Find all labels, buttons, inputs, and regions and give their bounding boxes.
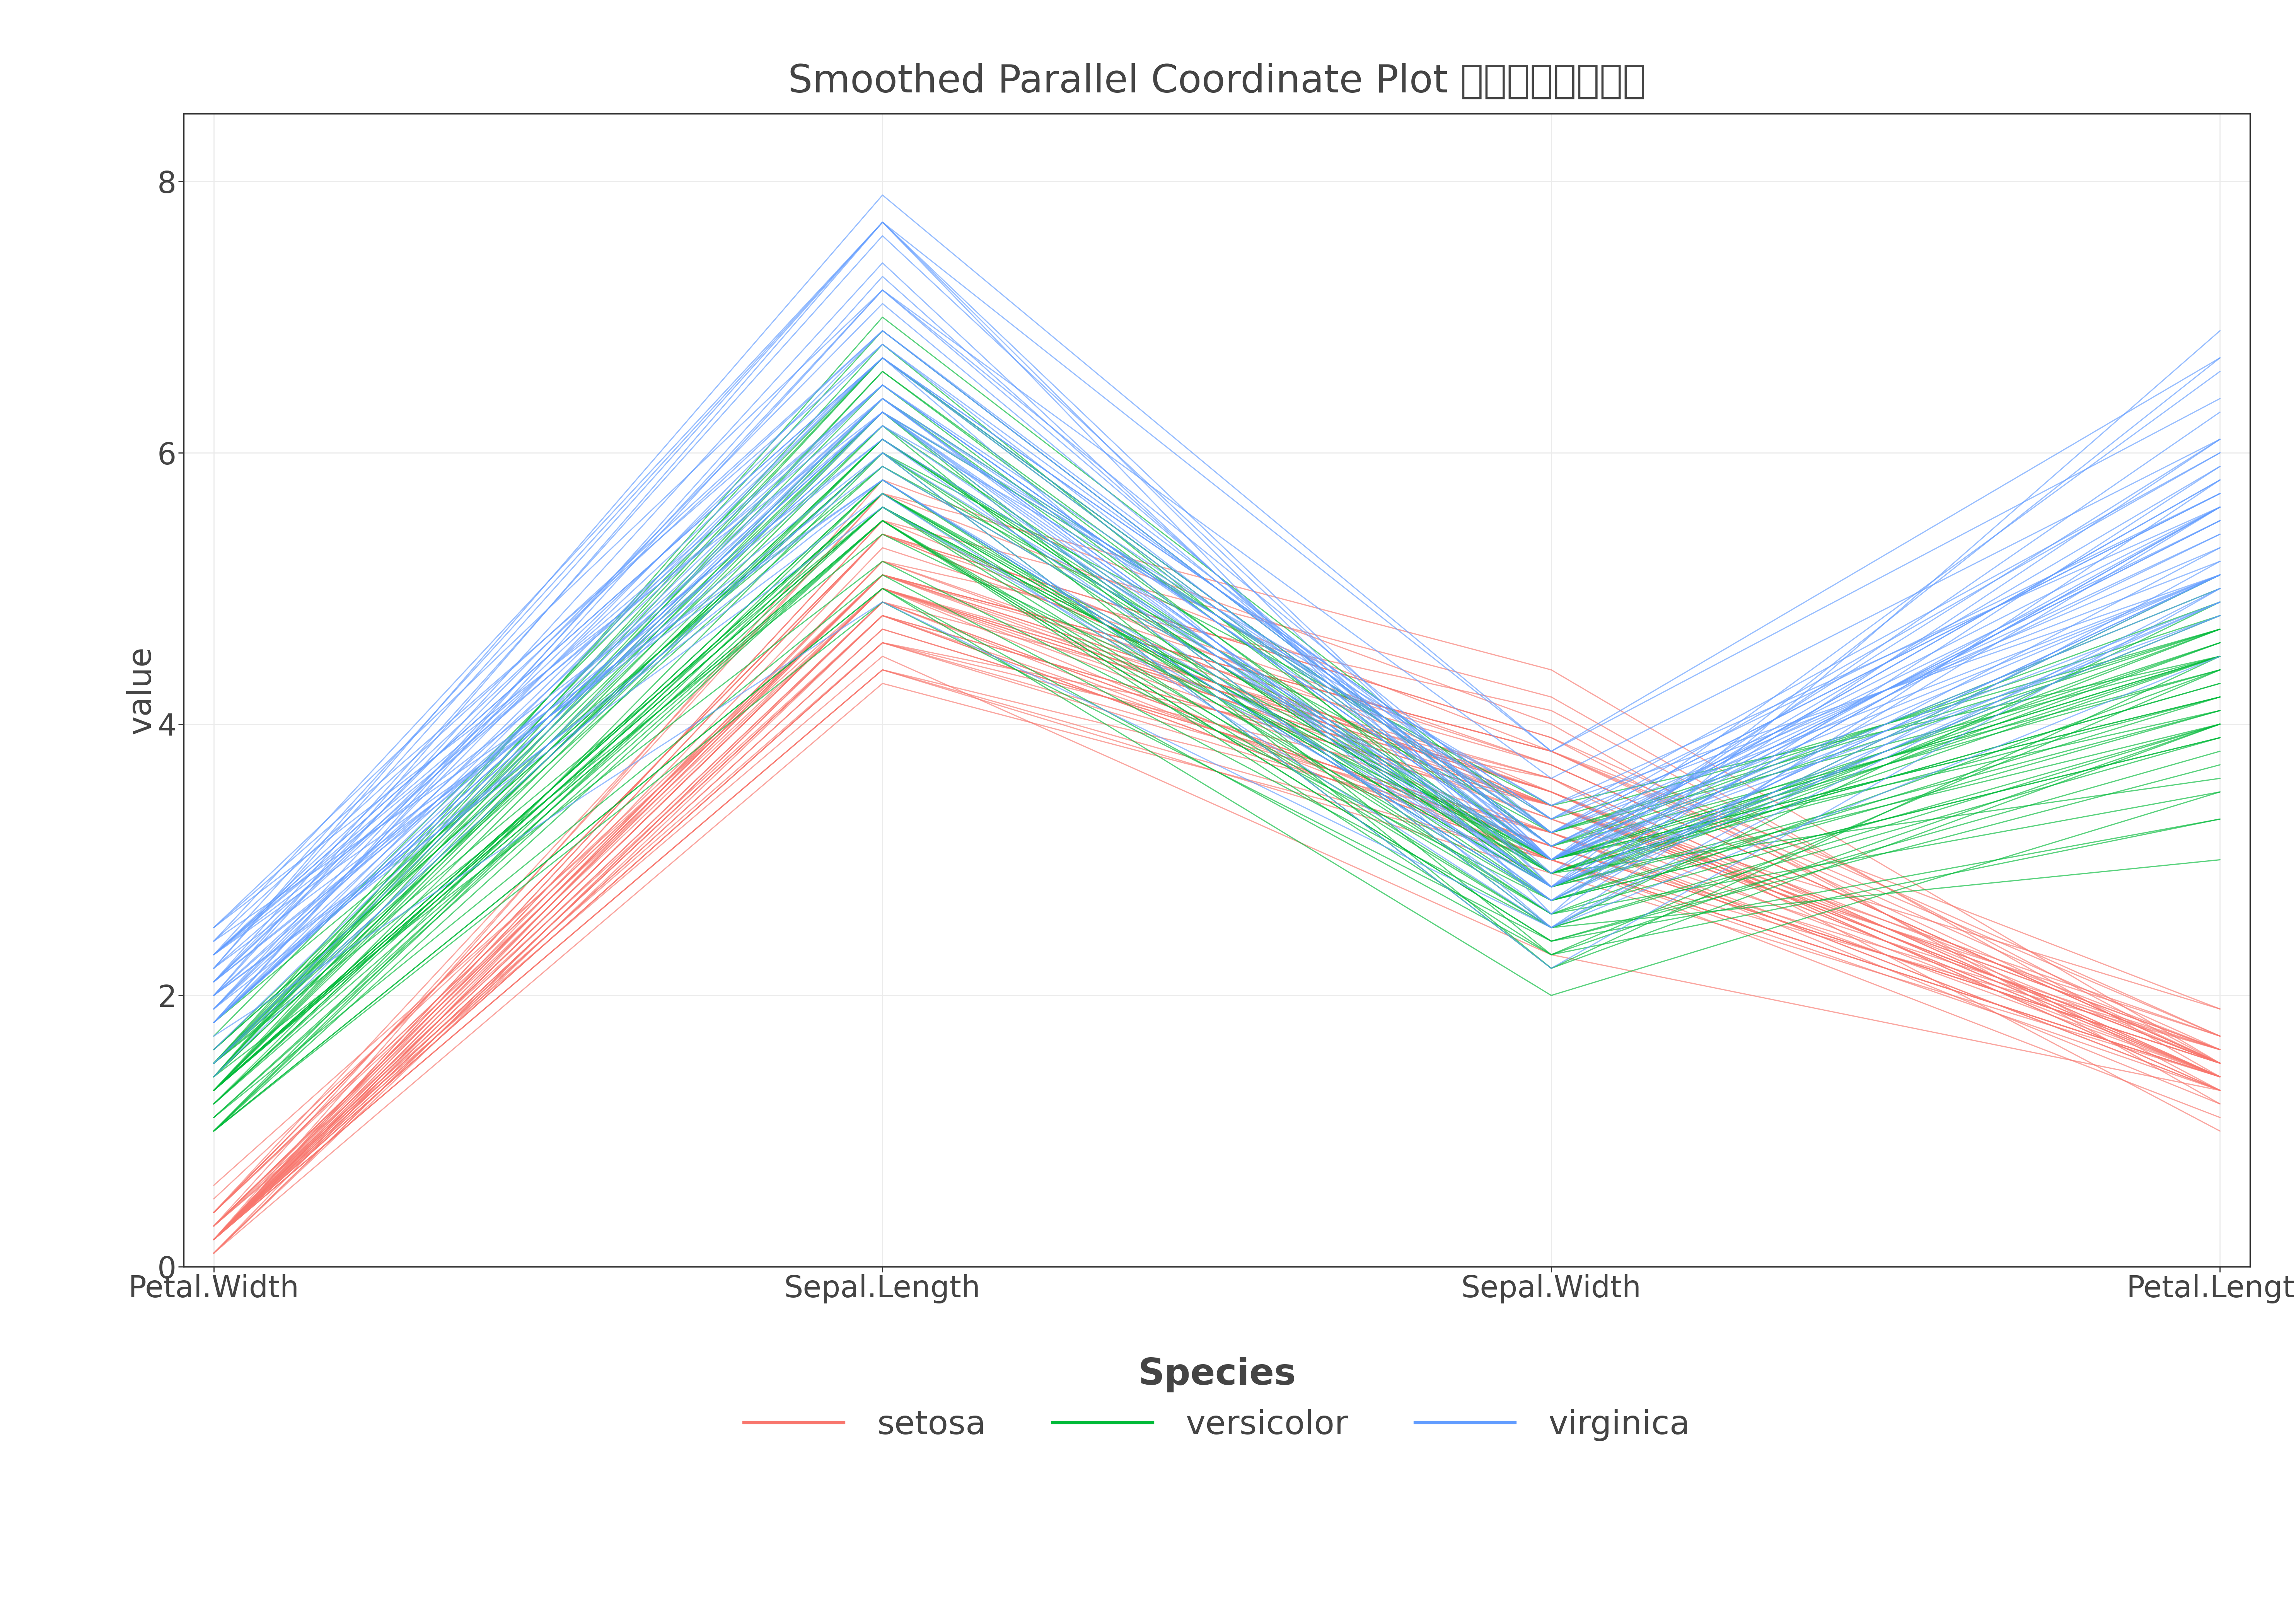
Legend: setosa, versicolor, virginica: setosa, versicolor, virginica (728, 1340, 1706, 1458)
Title: Smoothed Parallel Coordinate Plot 平滑的平行坐标图: Smoothed Parallel Coordinate Plot 平滑的平行坐… (788, 63, 1646, 101)
Y-axis label: value: value (126, 646, 156, 734)
